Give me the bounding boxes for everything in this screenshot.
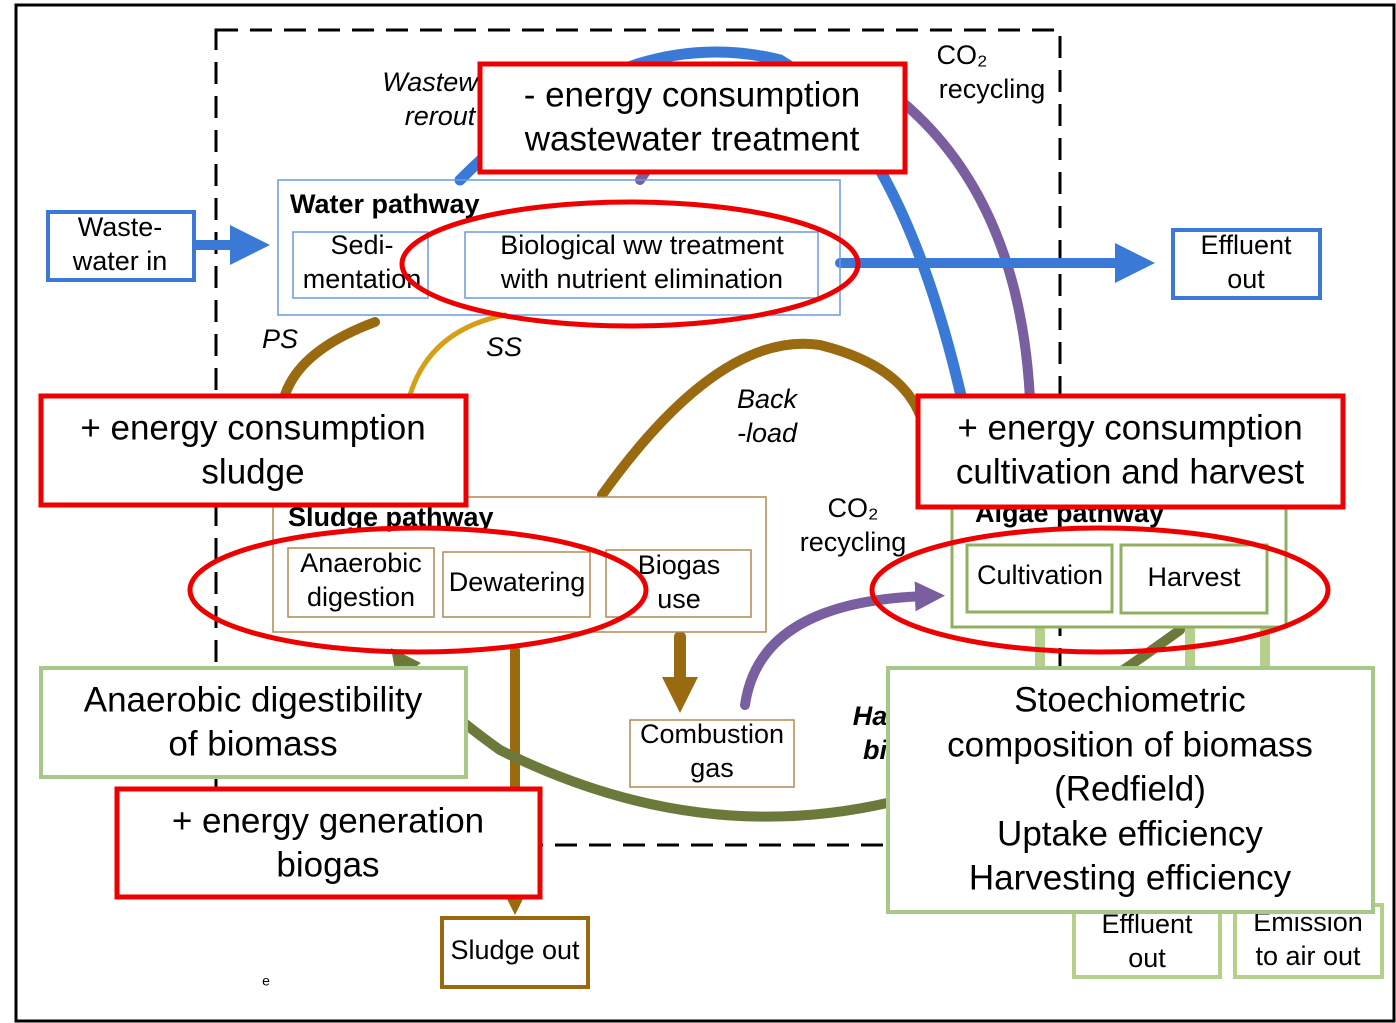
focus-ellipses [187, 199, 1331, 655]
label: Waste- [78, 212, 163, 242]
harvest-box [1119, 543, 1269, 615]
flow-label: Back [737, 384, 799, 414]
label: Sludge out [450, 935, 580, 965]
label: water in [72, 246, 168, 276]
flow-label: Wastew [382, 67, 479, 97]
energy-note: - energy consumption [524, 75, 861, 114]
biogas-box [605, 549, 752, 618]
label: Dewatering [449, 567, 586, 597]
energy-note-box [38, 393, 469, 508]
effluent-box [1171, 228, 1322, 300]
inflow-box [46, 210, 196, 282]
label: use [657, 584, 701, 614]
parameter: Harvesting efficiency [969, 858, 1292, 897]
ps-flow [280, 317, 380, 400]
label: Effluent [1101, 909, 1193, 939]
energy-note-box [915, 393, 1346, 510]
flow-label: SS [486, 332, 522, 362]
parameter: (Redfield) [1054, 769, 1206, 808]
energy-note: + energy consumption [957, 408, 1302, 447]
parameter: Anaerobic digestibility [84, 680, 423, 719]
flow-label: PS [262, 324, 298, 354]
label: Cultivation [977, 560, 1103, 590]
label: out [1227, 264, 1265, 294]
dewatering-box [442, 551, 591, 618]
label: to air out [1255, 941, 1361, 971]
energy-note-box [114, 786, 543, 900]
flow-label: recycling [939, 74, 1046, 104]
combustion-box [629, 719, 795, 788]
water-pathway-box [277, 179, 841, 316]
anaerobic-box [287, 547, 435, 618]
label: digestion [307, 582, 415, 612]
parameter-box [886, 666, 1375, 914]
energy-note: wastewater treatment [524, 119, 860, 158]
frame [14, 3, 1396, 1023]
label: Anaerobic [300, 548, 422, 578]
label: Sedi- [330, 230, 393, 260]
backload-flow [597, 338, 925, 500]
label: Biogas [638, 550, 721, 580]
co2-recycle-arrow [740, 581, 945, 710]
energy-note: + energy consumption [80, 408, 425, 447]
flow-label: e [262, 973, 270, 989]
flow-label: Ha [853, 701, 888, 731]
biological-box [464, 231, 819, 299]
label: Biological ww treatment [500, 230, 784, 260]
flow-label: rerout [405, 101, 477, 131]
energy-note: + energy generation [172, 801, 484, 840]
energy-note: cultivation and harvest [956, 452, 1305, 491]
flow-label: recycling [800, 527, 907, 557]
pathway-title: Water pathway [290, 189, 480, 219]
parameter-box [39, 666, 468, 779]
energy-note: biogas [276, 845, 379, 884]
parameter: Stoechiometric [1014, 680, 1245, 719]
label: gas [690, 753, 734, 783]
parameter: of biomass [168, 724, 337, 763]
energy-note-box [477, 61, 908, 175]
label: Effluent [1200, 230, 1292, 260]
label: out [1128, 943, 1166, 973]
energy-note: sludge [201, 452, 304, 491]
flow-label: CO₂ [937, 40, 988, 70]
flow-label: CO₂ [828, 493, 879, 523]
parameter: Uptake efficiency [997, 814, 1263, 853]
emission-box [1233, 903, 1384, 979]
label: Harvest [1147, 562, 1241, 592]
parameter: composition of biomass [947, 725, 1313, 764]
sedimentation-box [292, 231, 429, 299]
flow-label: -load [737, 418, 798, 448]
label: Combustion [640, 719, 784, 749]
label: with nutrient elimination [500, 264, 783, 294]
cultivation-box [965, 543, 1114, 614]
ss-flow [407, 312, 508, 398]
flow-label: bi [863, 735, 887, 765]
sludge-out-box [440, 916, 590, 989]
